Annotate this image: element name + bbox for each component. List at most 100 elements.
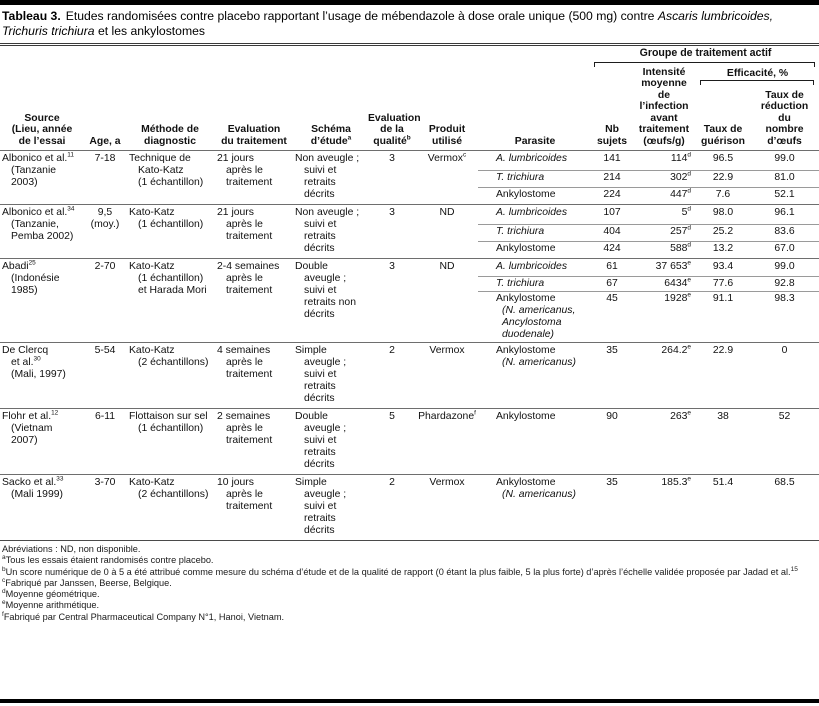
footnote: cFabriqué par Janssen, Beerse, Belgique. [2, 576, 172, 588]
col-header-source: Source (Lieu, année de l’essai [11, 112, 73, 147]
cell-reduction: 52 [750, 408, 819, 475]
cell-nb: 404 [592, 224, 632, 242]
cell-evaluation: 2-4 semaines après le traitement [214, 258, 294, 343]
col-header-evaluation-traitement: Evaluation du traitement [221, 124, 287, 147]
cell-produit: Vermoxc [416, 150, 478, 205]
cell-parasite: T. trichiura [478, 224, 592, 242]
parasite-sub-row: Ankylostome 224 447d 7.6 52.1 [0, 187, 819, 205]
cell-nb: 90 [592, 408, 632, 475]
cell-schema: Simple aveugle ; suivi et retraits décrits [294, 474, 368, 541]
footnote: dMoyenne géométrique. [2, 588, 100, 600]
cell-guerison: 93.4 [696, 258, 750, 277]
study-row: Sacko et al.33 (Mali 1999) 3-70 Kato-Katz (2… [0, 474, 819, 541]
cell-qualite: 2 [368, 342, 416, 409]
cell-parasite: A. lumbricoides [478, 149, 592, 171]
cell-source: Abadi25 (Indonésie 1985) [0, 258, 84, 343]
efficacite-label: Efficacité, % [726, 67, 789, 79]
cell-qualite: 3 [368, 150, 416, 205]
cell-schema: Non aveugle ; suivi et retraits décrits [294, 204, 368, 259]
cell-guerison: 25.2 [696, 224, 750, 242]
cell-guerison: 91.1 [696, 291, 750, 343]
parasite-sub-row: T. trichiura 404 257d 25.2 83.6 [0, 224, 819, 242]
cell-methode: Kato-Katz (1 échantillon) et Harada Mori [126, 258, 214, 343]
cell-reduction: 92.8 [750, 276, 819, 292]
study-row: Albonico et al.34 (Tanzanie, Pemba 2002) 9,… [0, 203, 819, 259]
group-bracket [594, 61, 816, 67]
cell-intensite: 1928e [632, 291, 696, 343]
footnote: fFabriqué par Central Pharmaceutical Com… [2, 610, 285, 622]
cell-guerison: 98.0 [696, 203, 750, 225]
col-header-methode: Méthode de diagnostic [141, 124, 199, 147]
cell-methode: Kato-Katz (2 échantillons) [126, 342, 214, 409]
cell-produit: ND [416, 204, 478, 259]
col-header-age: Age, a [89, 135, 121, 147]
cell-reduction: 0 [750, 342, 819, 409]
table-title-text: Etudes randomisées contre placebo rappor… [2, 9, 773, 38]
col-header-produit: Produit utilisé [428, 124, 466, 147]
cell-source: De Clercq et al.30 (Mali, 1997) [0, 342, 84, 409]
cell-reduction: 99.0 [750, 258, 819, 277]
footnote-marker: e [2, 599, 6, 607]
col-header-nb-sujets: Nb sujets [596, 124, 628, 147]
cell-guerison: 13.2 [696, 241, 750, 259]
cell-qualite: 2 [368, 474, 416, 541]
cell-methode: Kato-Katz (1 échantillon) [126, 204, 214, 259]
column-header-row: Source (Lieu, année de l’essai Age, a Méth… [0, 67, 819, 147]
study-row: Flohr et al.12 (Vietnam 2007) 6-11 Flottaiso… [0, 408, 819, 475]
parasite-sub-row: T. trichiura 67 6434e 77.6 92.8 [0, 276, 819, 292]
cell-intensite: 588d [632, 241, 696, 259]
cell-intensite: 447d [632, 187, 696, 205]
col-header-schema-etude: Schéma d’étudea [310, 124, 352, 147]
cell-parasite: Ankylostome [478, 408, 592, 475]
cell-age: 7-18 [84, 150, 126, 205]
footnote: eMoyenne arithmétique. [2, 599, 100, 611]
cell-produit: Vermox [416, 342, 478, 409]
cell-age: 9,5 (moy.) [84, 204, 126, 259]
cell-parasite: Ankylostome (N. americanus, Ancylostoma duo… [478, 291, 592, 343]
cell-evaluation: 21 jours après le traitement [214, 204, 294, 259]
cell-evaluation: 4 semaines après le traitement [214, 342, 294, 409]
cell-source: Albonico et al.34 (Tanzanie, Pemba 2002) [0, 204, 84, 259]
results-table: Groupe de traitement actif Source (Lieu, … [0, 46, 819, 541]
footnote-marker: f [2, 610, 4, 618]
parasite-sub-row: Ankylostome 424 588d 13.2 67.0 [0, 241, 819, 259]
bottom-rule [0, 699, 819, 703]
footnote-marker: d [2, 588, 6, 596]
cell-source: Sacko et al.33 (Mali 1999) [0, 474, 84, 541]
cell-schema: Simple aveugle ; suivi et retraits décrits [294, 342, 368, 409]
cell-nb: 107 [592, 203, 632, 225]
cell-schema: Double aveugle ; suivi et retraits non décri… [294, 258, 368, 343]
cell-intensite: 114d [632, 149, 696, 171]
cell-intensite: 6434e [632, 276, 696, 292]
group-header-row: Groupe de traitement actif [0, 46, 819, 67]
cell-guerison: 38 [696, 408, 750, 475]
header-spacer [0, 46, 592, 67]
cell-reduction: 98.3 [750, 291, 819, 343]
cell-source: Flohr et al.12 (Vietnam 2007) [0, 408, 84, 475]
study-row: Albonico et al.11 (Tanzanie 2003) 7-18 Techn… [0, 149, 819, 205]
cell-nb: 424 [592, 241, 632, 259]
efficacite-header: Efficacité, % [696, 67, 819, 87]
cell-reduction: 52.1 [750, 187, 819, 205]
cell-parasite: A. lumbricoides [478, 258, 592, 277]
cell-parasite: Ankylostome (N. americanus) [478, 474, 592, 541]
cell-produit: Phardazonef [416, 408, 478, 475]
cell-age: 6-11 [84, 408, 126, 475]
col-header-taux-reduction: Taux de réduction du nombre d’œufs [760, 89, 809, 147]
cell-source: Albonico et al.11 (Tanzanie 2003) [0, 150, 84, 205]
cell-parasite: Ankylostome [478, 187, 592, 205]
cell-intensite: 302d [632, 170, 696, 188]
cell-schema: Double aveugle ; suivi et retraits décrits [294, 408, 368, 475]
cell-guerison: 51.4 [696, 474, 750, 541]
cell-nb: 45 [592, 291, 632, 343]
cell-reduction: 83.6 [750, 224, 819, 242]
cell-parasite: T. trichiura [478, 276, 592, 292]
cell-evaluation: 21 jours après le traitement [214, 150, 294, 205]
col-header-intensite: Intensité moyenne de l’infection avant traite… [638, 66, 690, 147]
cell-nb: 141 [592, 149, 632, 171]
cell-parasite: A. lumbricoides [478, 203, 592, 225]
col-header-qualite: Evaluation de la qualitéb [368, 112, 421, 147]
cell-reduction: 68.5 [750, 474, 819, 541]
cell-methode: Kato-Katz (2 échantillons) [126, 474, 214, 541]
cell-qualite: 3 [368, 258, 416, 343]
